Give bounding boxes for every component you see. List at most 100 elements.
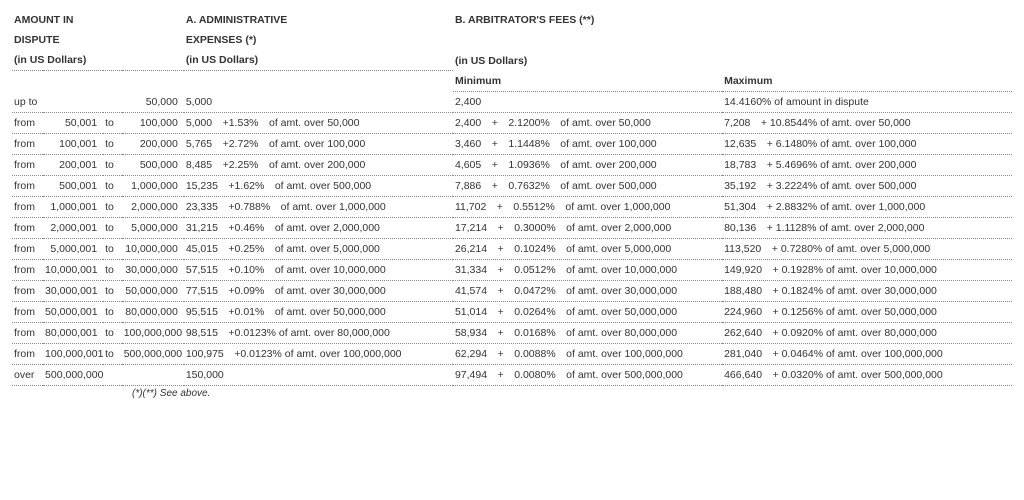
- fee-scale-table: AMOUNT IN A. ADMINISTRATIVE B. ARBITRATO…: [12, 10, 1012, 386]
- hdr-amount-sub: DISPUTE: [12, 30, 184, 50]
- table-row: from30,000,001to50,000,00077,515 +0.09% …: [12, 280, 1012, 301]
- cell-to: 2,000,000: [122, 196, 184, 217]
- cell-admin: 5,000: [184, 91, 453, 112]
- table-row: from100,001to200,0005,765 +2.72% of amt.…: [12, 133, 1012, 154]
- cell-from: 10,000,001: [43, 259, 103, 280]
- cell-admin: 5,765 +2.72% of amt. over 100,000: [184, 133, 453, 154]
- cell-to: 500,000,000: [122, 343, 184, 364]
- table-row: from5,000,001to10,000,00045,015 +0.25% o…: [12, 238, 1012, 259]
- cell-to: 200,000: [122, 133, 184, 154]
- cell-max: 35,192 + 3.2224% of amt. over 500,000: [722, 175, 1012, 196]
- cell-to-label: to: [103, 196, 122, 217]
- table-row: from200,001to500,0008,485 +2.25% of amt.…: [12, 154, 1012, 175]
- cell-admin: 5,000 +1.53% of amt. over 50,000: [184, 112, 453, 133]
- cell-to-label: to: [103, 280, 122, 301]
- cell-from: 100,001: [43, 133, 103, 154]
- cell-from-label: from: [12, 217, 43, 238]
- hdr-admin-title: A. ADMINISTRATIVE: [184, 10, 453, 30]
- cell-from: 50,001: [43, 112, 103, 133]
- cell-from-label: from: [12, 133, 43, 154]
- cell-to: 80,000,000: [122, 301, 184, 322]
- cell-to-label: to: [103, 301, 122, 322]
- cell-from-label: from: [12, 238, 43, 259]
- cell-to-label: to: [103, 259, 122, 280]
- cell-min: 2,400: [453, 91, 722, 112]
- cell-admin: 95,515 +0.01% of amt. over 50,000,000: [184, 301, 453, 322]
- cell-admin: 15,235 +1.62% of amt. over 500,000: [184, 175, 453, 196]
- cell-min: 41,574 + 0.0472% of amt. over 30,000,000: [453, 280, 722, 301]
- cell-min: 97,494 + 0.0080% of amt. over 500,000,00…: [453, 364, 722, 385]
- cell-max: 12,635 + 6.1480% of amt. over 100,000: [722, 133, 1012, 154]
- cell-to-label: to: [103, 322, 122, 343]
- hdr-arb-title: B. ARBITRATOR'S FEES (**): [453, 10, 1012, 30]
- cell-to: 10,000,000: [122, 238, 184, 259]
- cell-from: 5,000,001: [43, 238, 103, 259]
- cell-from-label: from: [12, 259, 43, 280]
- cell-admin: 23,335 +0.788% of amt. over 1,000,000: [184, 196, 453, 217]
- cell-to-label: [103, 364, 122, 385]
- cell-from: [43, 91, 103, 112]
- table-row: from80,000,001to100,000,00098,515 +0.012…: [12, 322, 1012, 343]
- cell-min: 62,294 + 0.0088% of amt. over 100,000,00…: [453, 343, 722, 364]
- cell-min: 11,702 + 0.5512% of amt. over 1,000,000: [453, 196, 722, 217]
- cell-max: 51,304 + 2.8832% of amt. over 1,000,000: [722, 196, 1012, 217]
- cell-min: 7,886 + 0.7632% of amt. over 500,000: [453, 175, 722, 196]
- cell-min: 2,400 + 2.1200% of amt. over 50,000: [453, 112, 722, 133]
- cell-from: 1,000,001: [43, 196, 103, 217]
- hdr-min: Minimum: [453, 71, 722, 92]
- cell-admin: 100,975 +0.0123% of amt. over 100,000,00…: [184, 343, 453, 364]
- table-row: up to 50,0005,0002,40014.4160% of amount …: [12, 91, 1012, 112]
- cell-min: 17,214 + 0.3000% of amt. over 2,000,000: [453, 217, 722, 238]
- cell-to: 1,000,000: [122, 175, 184, 196]
- cell-max: 113,520 + 0.7280% of amt. over 5,000,000: [722, 238, 1012, 259]
- hdr-amount-unit: (in US Dollars): [12, 50, 184, 71]
- cell-admin: 45,015 +0.25% of amt. over 5,000,000: [184, 238, 453, 259]
- cell-max: 18,783 + 5.4696% of amt. over 200,000: [722, 154, 1012, 175]
- cell-max: 262,640 + 0.0920% of amt. over 80,000,00…: [722, 322, 1012, 343]
- cell-admin: 98,515 +0.0123% of amt. over 80,000,000: [184, 322, 453, 343]
- hdr-admin-sub: EXPENSES (*): [184, 30, 453, 50]
- table-row: from100,000,001to500,000,000100,975 +0.0…: [12, 343, 1012, 364]
- cell-max: 466,640 + 0.0320% of amt. over 500,000,0…: [722, 364, 1012, 385]
- cell-from: 50,000,001: [43, 301, 103, 322]
- cell-min: 31,334 + 0.0512% of amt. over 10,000,000: [453, 259, 722, 280]
- cell-from-label: from: [12, 112, 43, 133]
- table-row: from50,001to100,0005,000 +1.53% of amt. …: [12, 112, 1012, 133]
- cell-from: 500,001: [43, 175, 103, 196]
- cell-min: 3,460 + 1.1448% of amt. over 100,000: [453, 133, 722, 154]
- cell-to: 100,000: [122, 112, 184, 133]
- cell-admin: 31,215 +0.46% of amt. over 2,000,000: [184, 217, 453, 238]
- cell-max: 14.4160% of amount in dispute: [722, 91, 1012, 112]
- cell-from-label: from: [12, 322, 43, 343]
- cell-from-label: from: [12, 154, 43, 175]
- cell-from: 200,001: [43, 154, 103, 175]
- cell-from-label: up to: [12, 91, 43, 112]
- cell-to: 100,000,000: [122, 322, 184, 343]
- cell-from-label: from: [12, 280, 43, 301]
- cell-min: 4,605 + 1.0936% of amt. over 200,000: [453, 154, 722, 175]
- cell-from-label: from: [12, 196, 43, 217]
- cell-from: 2,000,001: [43, 217, 103, 238]
- cell-min: 51,014 + 0.0264% of amt. over 50,000,000: [453, 301, 722, 322]
- cell-from: 100,000,001: [43, 343, 103, 364]
- cell-to-label: to: [103, 112, 122, 133]
- cell-from-label: from: [12, 175, 43, 196]
- table-row: from500,001to1,000,00015,235 +1.62% of a…: [12, 175, 1012, 196]
- cell-min: 26,214 + 0.1024% of amt. over 5,000,000: [453, 238, 722, 259]
- cell-to-label: to: [103, 175, 122, 196]
- cell-to: 50,000: [122, 91, 184, 112]
- cell-to-label: to: [103, 343, 122, 364]
- cell-admin: 8,485 +2.25% of amt. over 200,000: [184, 154, 453, 175]
- cell-to-label: to: [103, 238, 122, 259]
- table-row: from2,000,001to5,000,00031,215 +0.46% of…: [12, 217, 1012, 238]
- cell-min: 58,934 + 0.0168% of amt. over 80,000,000: [453, 322, 722, 343]
- table-row: from50,000,001to80,000,00095,515 +0.01% …: [12, 301, 1012, 322]
- cell-max: 7,208 + 10.8544% of amt. over 50,000: [722, 112, 1012, 133]
- cell-admin: 57,515 +0.10% of amt. over 10,000,000: [184, 259, 453, 280]
- cell-admin: 77,515 +0.09% of amt. over 30,000,000: [184, 280, 453, 301]
- cell-from: 80,000,001: [43, 322, 103, 343]
- cell-to: 5,000,000: [122, 217, 184, 238]
- table-row: over500,000,000150,00097,494 + 0.0080% o…: [12, 364, 1012, 385]
- cell-to: [122, 364, 184, 385]
- cell-from: 30,000,001: [43, 280, 103, 301]
